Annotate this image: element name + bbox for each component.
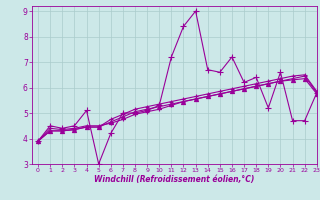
X-axis label: Windchill (Refroidissement éolien,°C): Windchill (Refroidissement éolien,°C): [94, 175, 255, 184]
